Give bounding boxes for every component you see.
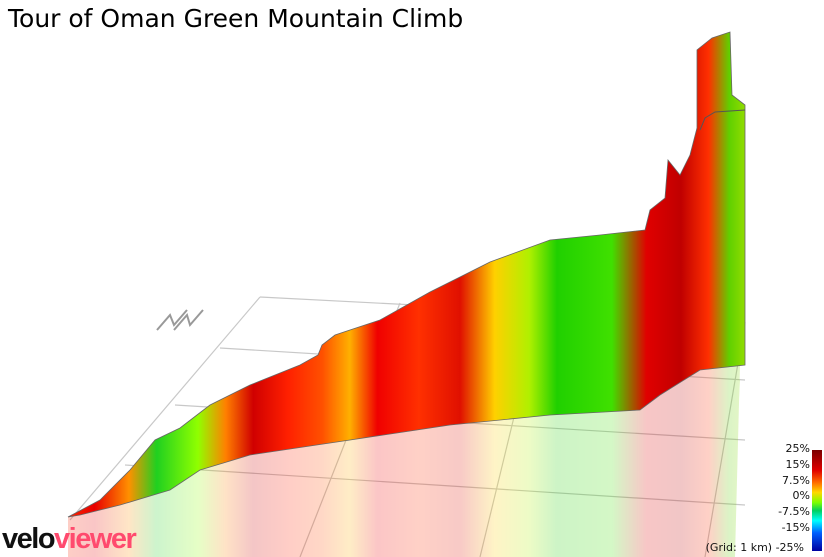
profile-reflection: [68, 365, 740, 557]
legend-label: 15%: [785, 457, 810, 471]
legend-label: 0%: [792, 489, 810, 503]
grid-note: (Grid: 1 km) -25%: [706, 541, 804, 554]
logo-part: viewer: [54, 523, 137, 555]
legend-label: -15%: [781, 520, 810, 534]
legend-label: 7.5%: [782, 473, 810, 487]
page-title: Tour of Oman Green Mountain Climb: [8, 4, 464, 33]
legend-label: -7.5%: [778, 505, 810, 519]
gradient-legend-labels: 25% 15% 7.5% 0% -7.5% -15%: [690, 441, 810, 536]
legend-label: 25%: [785, 442, 810, 455]
grid-scale-label: (Grid: 1 km): [705, 541, 773, 554]
logo-part: velo: [2, 523, 56, 555]
profile-ridge: [699, 109, 746, 131]
legend-label: -25%: [775, 541, 804, 554]
north-arrow-icon: [156, 309, 204, 331]
gradient-color-bar: [812, 450, 822, 551]
veloviewer-logo[interactable]: veloviewer: [2, 523, 137, 556]
profile-wall: [67, 31, 746, 518]
